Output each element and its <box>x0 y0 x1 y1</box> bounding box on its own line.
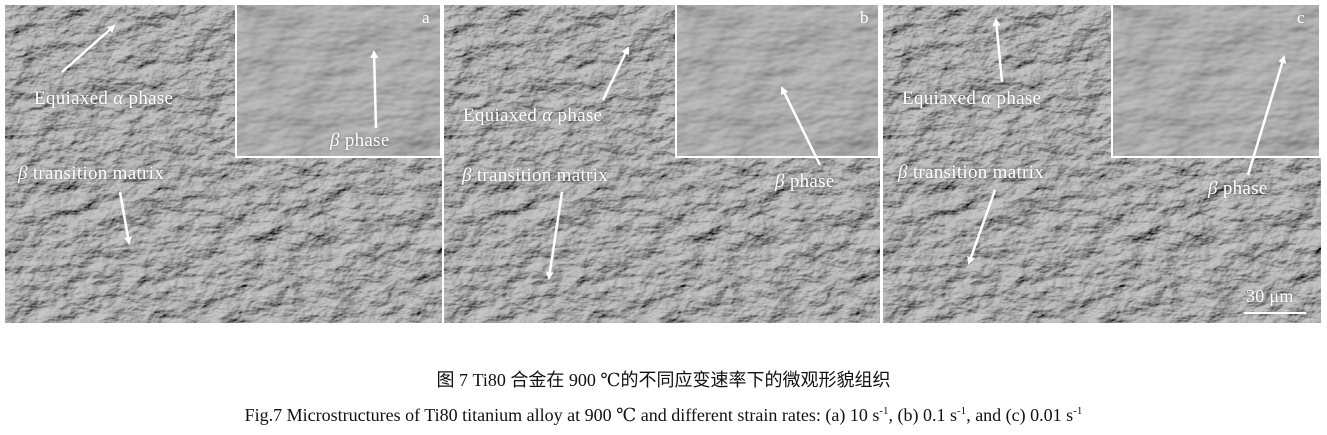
label-beta-matrix-a: β transition matrix <box>18 163 165 184</box>
inset-b <box>675 5 880 158</box>
caption-chinese: 图 7 Ti80 合金在 900 ℃的不同应变速率下的微观形貌组织 <box>436 370 891 390</box>
label-beta-phase-a: β phase <box>330 130 390 151</box>
label-equiaxed-alpha-c: Equiaxed α phase <box>902 88 1042 109</box>
label-beta-phase-b: β phase <box>775 171 835 192</box>
inset-a <box>235 5 442 158</box>
caption-english: Fig.7 Microstructures of Ti80 titanium a… <box>244 405 1083 425</box>
label-equiaxed-alpha-b: Equiaxed α phase <box>463 105 603 126</box>
inset-c <box>1111 5 1321 158</box>
panel-label-c: c <box>1297 8 1305 27</box>
scale-bar-label: 30 μm <box>1246 286 1294 306</box>
label-beta-matrix-c: β transition matrix <box>898 162 1045 183</box>
panel-label-b: b <box>860 8 869 27</box>
label-equiaxed-alpha-a: Equiaxed α phase <box>34 88 174 109</box>
label-beta-matrix-b: β transition matrix <box>462 165 609 186</box>
label-beta-phase-c: β phase <box>1208 178 1268 199</box>
panel-label-a: a <box>422 8 430 27</box>
